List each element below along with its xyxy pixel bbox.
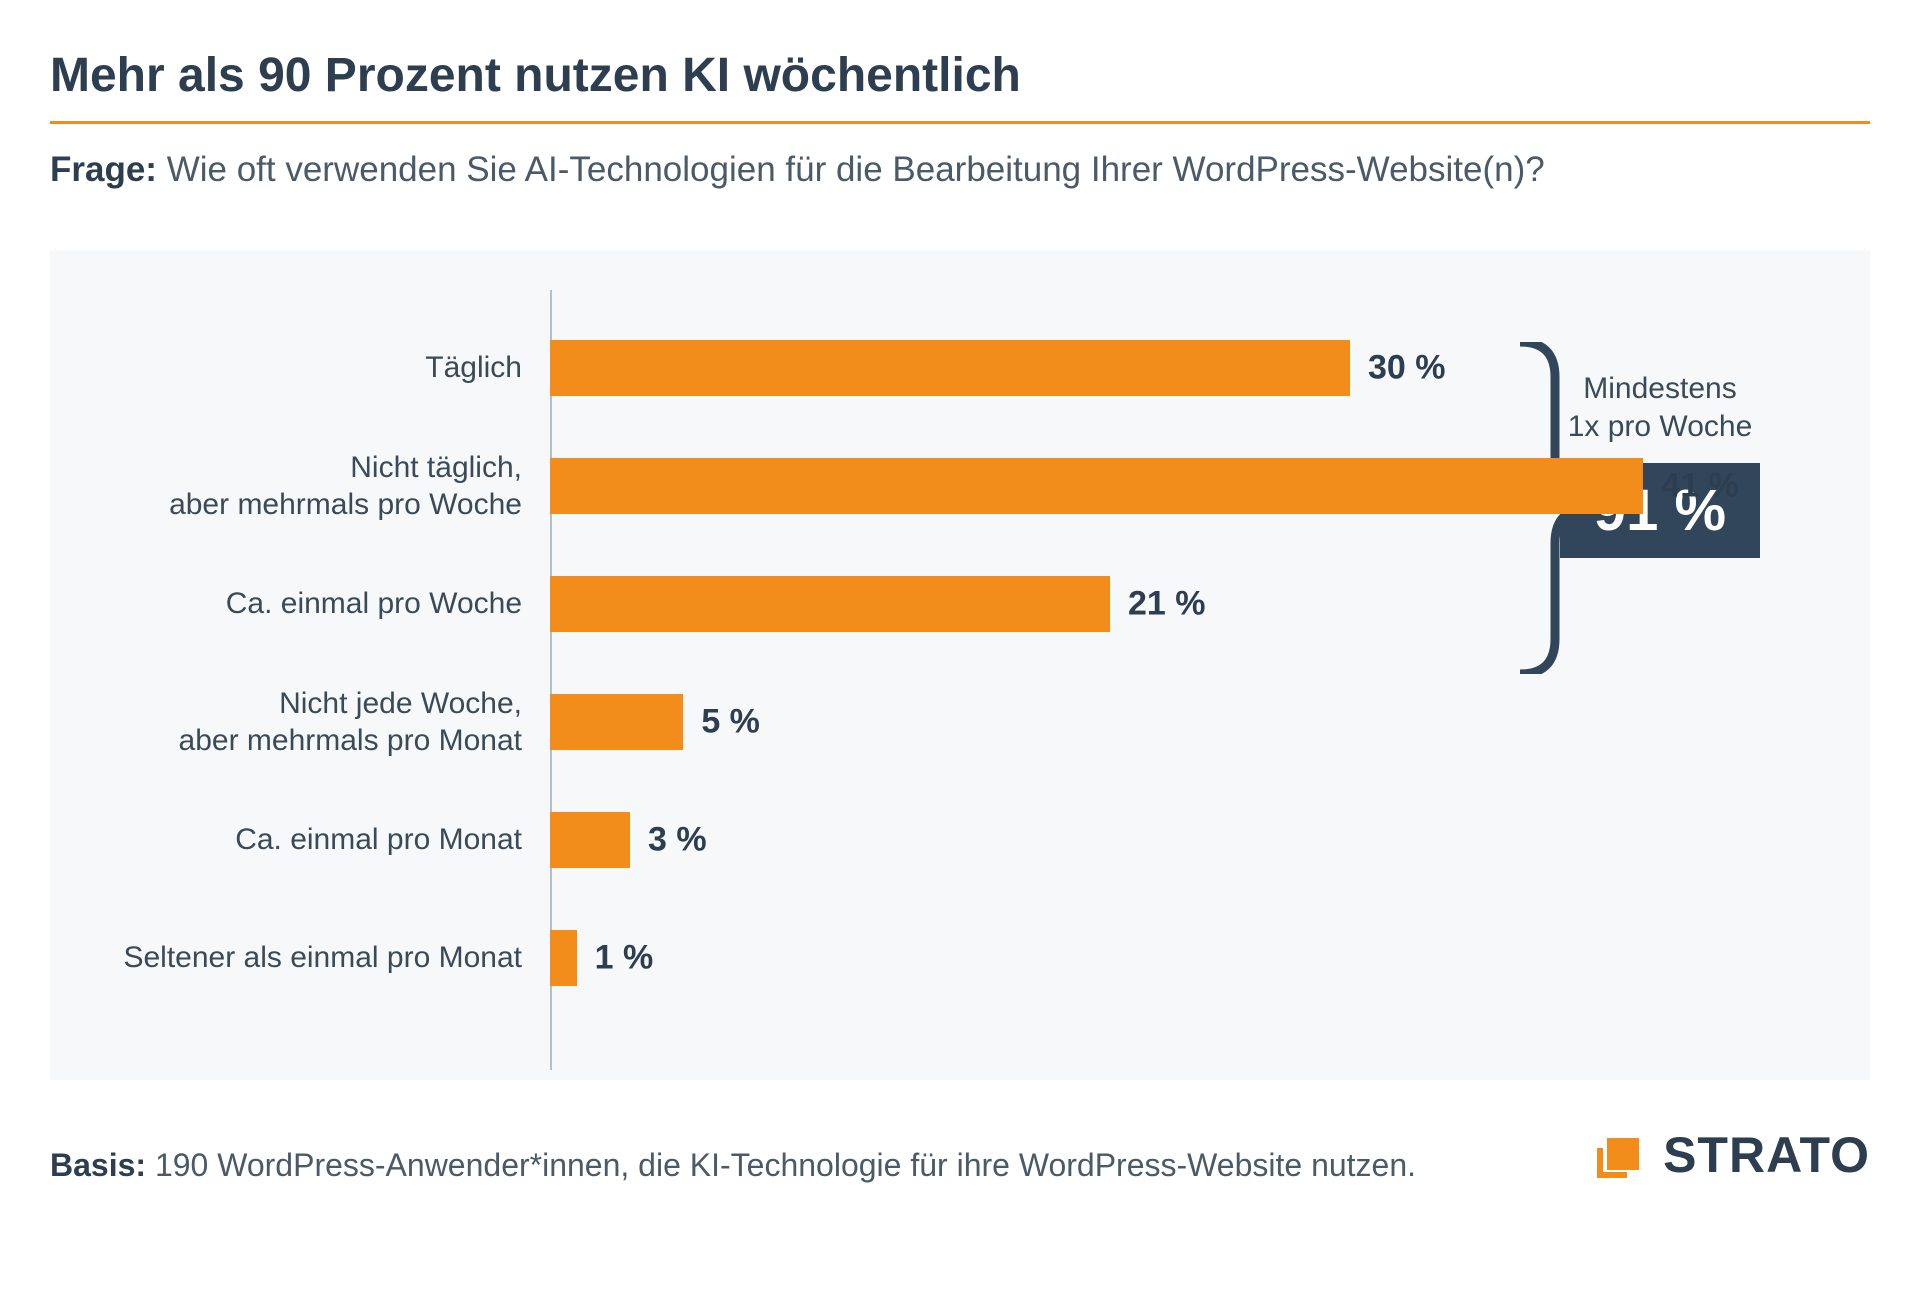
bar-value: 5 % bbox=[683, 703, 760, 742]
bar-row: Seltener als einmal pro Monat 1 % bbox=[90, 930, 1830, 986]
bar-label: Seltener als einmal pro Monat bbox=[90, 939, 550, 977]
bar-track: 3 % bbox=[550, 812, 1830, 868]
footer: Basis: 190 WordPress-Anwender*innen, die… bbox=[50, 1126, 1870, 1184]
bar-fill bbox=[550, 930, 577, 986]
bar-row: Nicht jede Woche,aber mehrmals pro Monat… bbox=[90, 694, 1830, 750]
bar-label: Ca. einmal pro Monat bbox=[90, 821, 550, 859]
chart-title: Mehr als 90 Prozent nutzen KI wöchentlic… bbox=[50, 48, 1870, 103]
bar-row: Ca. einmal pro Monat 3 % bbox=[90, 812, 1830, 868]
chart-panel: Mindestens1x pro Woche 91 % Täglich30 %N… bbox=[50, 250, 1870, 1080]
question-text: Wie oft verwenden Sie AI-Technologien fü… bbox=[167, 150, 1545, 189]
bar-value: 30 % bbox=[1350, 349, 1446, 388]
bar-track: 5 % bbox=[550, 694, 1830, 750]
bar-row: Ca. einmal pro Woche 21 % bbox=[90, 576, 1830, 632]
bar-track: 41 % bbox=[550, 458, 1830, 514]
bar-label: Nicht täglich,aber mehrmals pro Woche bbox=[90, 449, 550, 524]
bar-fill bbox=[550, 458, 1643, 514]
bar-fill bbox=[550, 576, 1110, 632]
bar-fill bbox=[550, 340, 1350, 396]
question-label: Frage: bbox=[50, 150, 157, 189]
bar-label: Nicht jede Woche,aber mehrmals pro Monat bbox=[90, 685, 550, 760]
bar-fill bbox=[550, 812, 630, 868]
basis-label: Basis: bbox=[50, 1147, 146, 1183]
bar-value: 3 % bbox=[630, 821, 707, 860]
title-rule bbox=[50, 121, 1870, 124]
chart-inner: Mindestens1x pro Woche 91 % Täglich30 %N… bbox=[90, 320, 1830, 1040]
basis: Basis: 190 WordPress-Anwender*innen, die… bbox=[50, 1147, 1416, 1184]
bar-fill bbox=[550, 694, 683, 750]
basis-text: 190 WordPress-Anwender*innen, die KI-Tec… bbox=[155, 1147, 1416, 1183]
bar-label: Täglich bbox=[90, 349, 550, 387]
question: Frage: Wie oft verwenden Sie AI-Technolo… bbox=[50, 150, 1870, 190]
bar-track: 1 % bbox=[550, 930, 1830, 986]
bar-track: 30 % bbox=[550, 340, 1830, 396]
bar-track: 21 % bbox=[550, 576, 1830, 632]
brand-logo: STRATO bbox=[1591, 1126, 1870, 1184]
strato-mark-icon bbox=[1591, 1126, 1649, 1184]
bar-label: Ca. einmal pro Woche bbox=[90, 585, 550, 623]
bar-row: Nicht täglich,aber mehrmals pro Woche41 … bbox=[90, 458, 1830, 514]
brand-logo-text: STRATO bbox=[1663, 1126, 1870, 1184]
bar-row: Täglich 30 % bbox=[90, 340, 1830, 396]
bar-value: 1 % bbox=[577, 939, 654, 978]
bar-value: 41 % bbox=[1643, 467, 1739, 506]
bar-value: 21 % bbox=[1110, 585, 1206, 624]
